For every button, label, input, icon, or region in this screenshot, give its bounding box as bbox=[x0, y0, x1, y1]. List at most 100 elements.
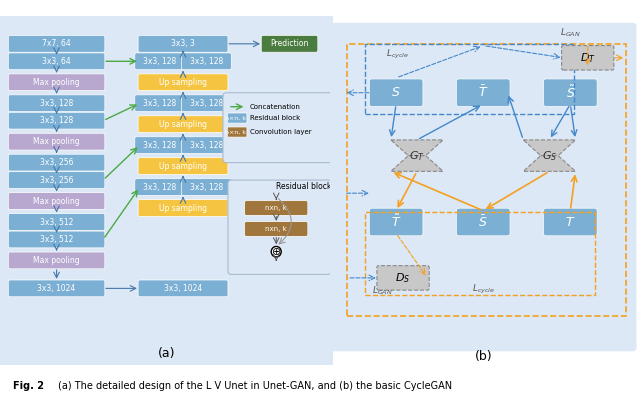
FancyBboxPatch shape bbox=[377, 266, 429, 290]
FancyBboxPatch shape bbox=[8, 74, 105, 91]
Text: (a) The detailed design of the L V Unet in Unet-GAN, and (b) the basic CycleGAN: (a) The detailed design of the L V Unet … bbox=[58, 381, 452, 391]
Text: $D_T$: $D_T$ bbox=[580, 51, 596, 65]
Circle shape bbox=[271, 247, 281, 257]
FancyBboxPatch shape bbox=[369, 208, 423, 236]
Text: $\bar{S}$: $\bar{S}$ bbox=[479, 214, 488, 230]
FancyBboxPatch shape bbox=[8, 280, 105, 297]
FancyBboxPatch shape bbox=[8, 53, 105, 70]
FancyBboxPatch shape bbox=[330, 23, 637, 351]
Text: $\tilde{T}$: $\tilde{T}$ bbox=[391, 214, 401, 230]
FancyBboxPatch shape bbox=[181, 179, 231, 195]
Text: 3x3, 128: 3x3, 128 bbox=[143, 183, 177, 192]
FancyBboxPatch shape bbox=[135, 53, 185, 70]
FancyBboxPatch shape bbox=[181, 53, 231, 70]
FancyBboxPatch shape bbox=[223, 93, 333, 163]
Text: $T$: $T$ bbox=[565, 216, 575, 229]
FancyBboxPatch shape bbox=[8, 112, 105, 129]
FancyBboxPatch shape bbox=[456, 79, 510, 106]
Text: 7x7, 64: 7x7, 64 bbox=[42, 39, 71, 48]
FancyBboxPatch shape bbox=[543, 208, 597, 236]
Text: $D_S$: $D_S$ bbox=[396, 271, 411, 285]
Text: 3x3, 256: 3x3, 256 bbox=[40, 175, 74, 185]
Text: $S$: $S$ bbox=[391, 86, 401, 99]
Polygon shape bbox=[391, 140, 443, 156]
Text: Residual block: Residual block bbox=[276, 182, 332, 191]
Text: 3x3, 512: 3x3, 512 bbox=[40, 218, 73, 227]
Text: 3x3, 128: 3x3, 128 bbox=[189, 183, 223, 192]
Polygon shape bbox=[524, 140, 575, 156]
FancyBboxPatch shape bbox=[244, 201, 308, 215]
FancyBboxPatch shape bbox=[562, 46, 614, 70]
Text: 3x3, 512: 3x3, 512 bbox=[40, 235, 73, 244]
FancyBboxPatch shape bbox=[8, 154, 105, 171]
Text: (a): (a) bbox=[157, 347, 175, 360]
FancyBboxPatch shape bbox=[8, 133, 105, 150]
FancyBboxPatch shape bbox=[181, 137, 231, 154]
Text: $L_{GAN}$: $L_{GAN}$ bbox=[372, 285, 392, 297]
FancyBboxPatch shape bbox=[138, 35, 228, 52]
Text: $L_{cycle}$: $L_{cycle}$ bbox=[472, 283, 495, 297]
Text: nxn, k: nxn, k bbox=[266, 205, 287, 211]
FancyBboxPatch shape bbox=[138, 200, 228, 216]
Text: 3x3, 64: 3x3, 64 bbox=[42, 57, 71, 66]
Text: Max pooling: Max pooling bbox=[33, 78, 80, 87]
Text: Max pooling: Max pooling bbox=[33, 137, 80, 146]
FancyBboxPatch shape bbox=[8, 172, 105, 189]
FancyBboxPatch shape bbox=[8, 252, 105, 269]
FancyBboxPatch shape bbox=[456, 208, 510, 236]
Text: Prediction: Prediction bbox=[270, 39, 308, 48]
Text: Up sampling: Up sampling bbox=[159, 162, 207, 171]
Text: $G_T$: $G_T$ bbox=[409, 149, 425, 162]
FancyBboxPatch shape bbox=[8, 35, 105, 52]
FancyBboxPatch shape bbox=[543, 79, 597, 106]
Text: Max pooling: Max pooling bbox=[33, 256, 80, 265]
Text: 3x3, 128: 3x3, 128 bbox=[40, 116, 73, 125]
Text: (b): (b) bbox=[474, 350, 492, 363]
Text: 3x3, 1024: 3x3, 1024 bbox=[164, 284, 202, 293]
Text: 3x3, 128: 3x3, 128 bbox=[189, 57, 223, 66]
Text: 3x3, 128: 3x3, 128 bbox=[40, 99, 73, 108]
Text: Fig. 2: Fig. 2 bbox=[13, 381, 44, 391]
Text: Convolution layer: Convolution layer bbox=[250, 129, 311, 135]
FancyBboxPatch shape bbox=[138, 74, 228, 91]
Text: 3x3, 128: 3x3, 128 bbox=[189, 141, 223, 150]
Text: Up sampling: Up sampling bbox=[159, 119, 207, 129]
Text: n×n, k: n×n, k bbox=[225, 129, 246, 134]
FancyBboxPatch shape bbox=[135, 179, 185, 195]
Text: Concatenation: Concatenation bbox=[250, 104, 300, 110]
Text: $L_{cycle}$: $L_{cycle}$ bbox=[386, 48, 409, 61]
FancyBboxPatch shape bbox=[8, 214, 105, 230]
Text: $G_S$: $G_S$ bbox=[541, 149, 557, 162]
FancyBboxPatch shape bbox=[135, 95, 185, 112]
Text: Max pooling: Max pooling bbox=[33, 197, 80, 206]
Text: 3x3, 128: 3x3, 128 bbox=[143, 99, 177, 108]
FancyBboxPatch shape bbox=[227, 113, 247, 123]
FancyBboxPatch shape bbox=[228, 180, 331, 274]
Text: Up sampling: Up sampling bbox=[159, 204, 207, 212]
Polygon shape bbox=[524, 156, 575, 172]
Text: $L_{GAN}$: $L_{GAN}$ bbox=[560, 26, 580, 39]
Bar bbox=[348, 44, 626, 316]
Text: 3x3, 256: 3x3, 256 bbox=[40, 158, 74, 167]
FancyBboxPatch shape bbox=[181, 95, 231, 112]
Text: 3x3, 3: 3x3, 3 bbox=[171, 39, 195, 48]
Text: n×n, k: n×n, k bbox=[225, 116, 246, 120]
Polygon shape bbox=[391, 156, 443, 172]
FancyBboxPatch shape bbox=[244, 222, 308, 236]
FancyBboxPatch shape bbox=[0, 12, 336, 369]
Text: $\bar{T}$: $\bar{T}$ bbox=[478, 85, 488, 100]
FancyBboxPatch shape bbox=[8, 193, 105, 210]
FancyBboxPatch shape bbox=[227, 127, 247, 137]
FancyBboxPatch shape bbox=[138, 158, 228, 175]
FancyBboxPatch shape bbox=[138, 280, 228, 297]
Text: nxn, k: nxn, k bbox=[266, 226, 287, 232]
Text: 3x3, 128: 3x3, 128 bbox=[143, 141, 177, 150]
FancyBboxPatch shape bbox=[369, 79, 423, 106]
FancyBboxPatch shape bbox=[138, 116, 228, 133]
Text: 3x3, 128: 3x3, 128 bbox=[189, 99, 223, 108]
FancyBboxPatch shape bbox=[8, 231, 105, 248]
Bar bbox=[365, 212, 595, 295]
FancyBboxPatch shape bbox=[135, 137, 185, 154]
FancyBboxPatch shape bbox=[261, 35, 318, 52]
Text: 3x3, 1024: 3x3, 1024 bbox=[38, 284, 76, 293]
